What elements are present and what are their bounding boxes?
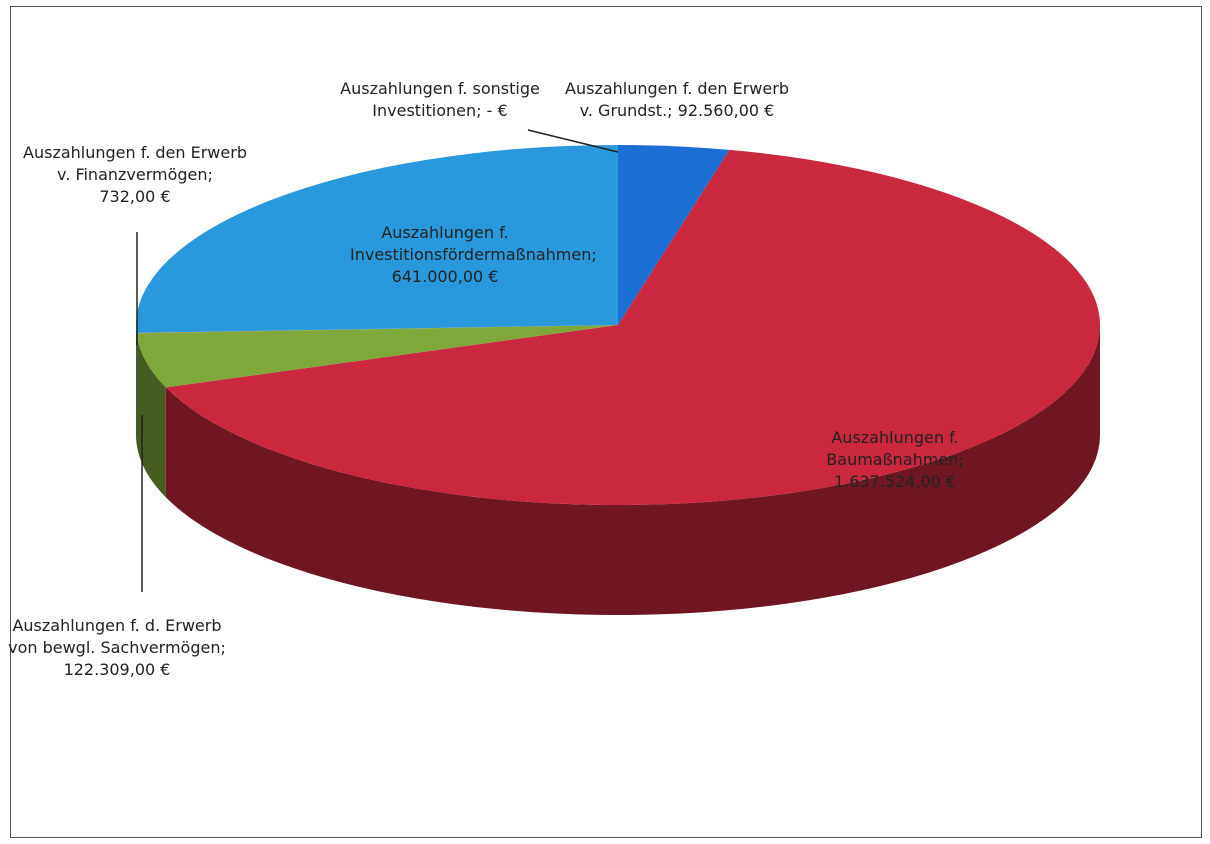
label-value: 122.309,00 € bbox=[63, 660, 171, 679]
slice bbox=[618, 145, 730, 325]
frame bbox=[10, 6, 1202, 838]
slice bbox=[136, 145, 618, 333]
label-value: - € bbox=[486, 101, 508, 120]
slice-side bbox=[165, 325, 1100, 616]
label-value: 641.000,00 € bbox=[391, 267, 499, 286]
label-category: Auszahlungen f. sonstige Investitionen; bbox=[340, 79, 540, 120]
slice bbox=[136, 325, 618, 334]
data-label: Auszahlungen f. den Erwerb v. Finanzverm… bbox=[20, 142, 250, 208]
leader-line bbox=[527, 129, 619, 153]
data-label: Auszahlungen f. den Erwerb v. Grundst.; … bbox=[562, 78, 792, 122]
label-category: Auszahlungen f. Investitionsfördermaßnah… bbox=[350, 223, 597, 264]
slice-side bbox=[136, 333, 166, 498]
slice bbox=[136, 325, 618, 388]
label-category: Auszahlungen f. d. Erwerb von bewgl. Sac… bbox=[8, 616, 226, 657]
label-category: Auszahlungen f. Baumaßnahmen; bbox=[826, 428, 964, 469]
data-label: Auszahlungen f. Baumaßnahmen; 1.637.524,… bbox=[795, 427, 995, 493]
label-category: Auszahlungen f. den Erwerb v. Grundst.; bbox=[565, 79, 789, 120]
data-label: Auszahlungen f. Investitionsfördermaßnah… bbox=[350, 222, 597, 288]
label-value: 1.637.524,00 € bbox=[833, 472, 957, 491]
label-category: Auszahlungen f. den Erwerb v. Finanzverm… bbox=[23, 143, 247, 184]
data-label: Auszahlungen f. sonstige Investitionen; … bbox=[340, 78, 540, 122]
slice bbox=[165, 149, 1100, 506]
data-label: Auszahlungen f. d. Erwerb von bewgl. Sac… bbox=[7, 615, 227, 681]
label-value: 732,00 € bbox=[99, 187, 171, 206]
label-value: 92.560,00 € bbox=[677, 101, 775, 120]
